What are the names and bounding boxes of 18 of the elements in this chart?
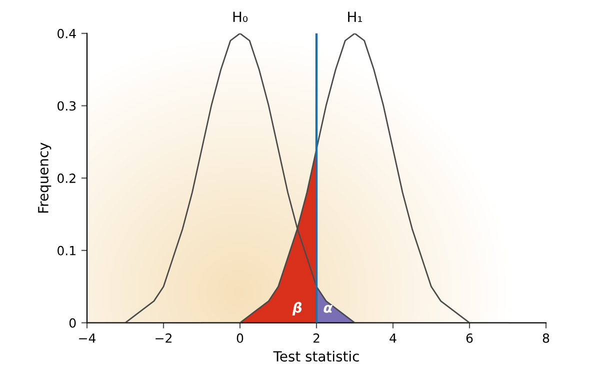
y-tick-label: 0.3 — [58, 101, 76, 111]
x-tick-label: −4 — [79, 334, 96, 343]
x-tick-label: 0 — [236, 333, 244, 343]
y-tick-label: 0 — [69, 318, 76, 328]
x-axis-title: Test statistic — [273, 350, 359, 362]
annotation: β — [292, 302, 302, 316]
x-tick-label: 2 — [313, 333, 320, 343]
x-tick-label: 8 — [542, 333, 550, 343]
annotation: α — [324, 304, 333, 313]
y-axis-title: Frequency — [38, 142, 52, 213]
series-label: H₀ — [233, 12, 248, 22]
y-tick-label: 0.2 — [58, 174, 76, 184]
y-tick-label: 0.1 — [58, 246, 76, 256]
x-tick-label: 6 — [466, 333, 473, 343]
series-label: H₁ — [348, 12, 362, 22]
y-tick-label: 0.4 — [58, 28, 76, 38]
x-tick-label: −2 — [156, 333, 172, 343]
x-tick-label: 4 — [390, 334, 396, 343]
